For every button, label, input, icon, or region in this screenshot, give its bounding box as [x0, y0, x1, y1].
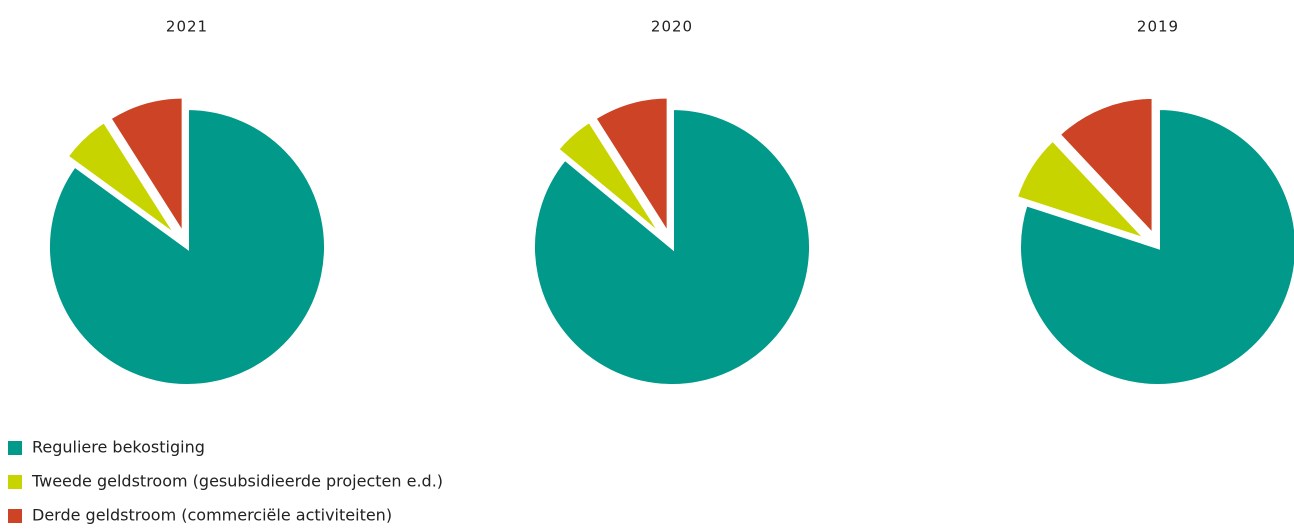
pie-slice: [554, 117, 666, 240]
pie-slice: [531, 105, 813, 388]
pie-slice: [63, 118, 181, 240]
legend-swatch: [8, 509, 22, 523]
chart-title: 2021: [166, 18, 208, 36]
legend-label: Reguliere bekostiging: [32, 438, 205, 457]
chart-title: 2019: [1137, 18, 1179, 36]
pie-slice: [1055, 94, 1156, 241]
pie-slice: [1013, 136, 1150, 243]
legend-swatch: [8, 441, 22, 455]
legend-label: Tweede geldstroom (gesubsidieerde projec…: [31, 472, 443, 491]
chart-title: 2020: [651, 18, 693, 36]
legend-label: Derde geldstroom (commerciële activiteit…: [32, 506, 392, 525]
pie-slice: [1017, 105, 1294, 388]
pie-slice: [46, 105, 328, 388]
legend-swatch: [8, 475, 22, 489]
pie-slice: [591, 94, 671, 243]
pie-slice: [106, 94, 186, 243]
